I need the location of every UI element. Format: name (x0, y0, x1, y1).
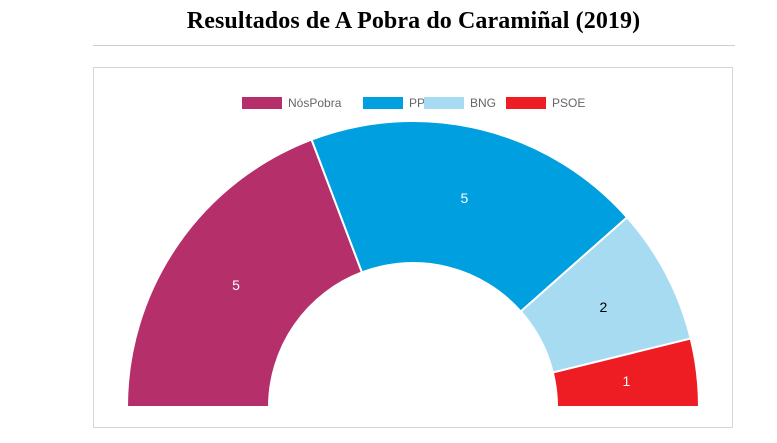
legend-swatch-pp (363, 97, 403, 109)
data-label-nospobra: 5 (232, 277, 240, 293)
title-divider (93, 45, 735, 46)
data-label-pp: 5 (461, 190, 469, 206)
legend-swatch-nospobra (242, 97, 282, 109)
legend-label-nospobra: NósPobra (288, 96, 342, 110)
legend-item-bng[interactable]: BNG (424, 96, 496, 110)
legend-label-bng: BNG (470, 96, 496, 110)
chart-legend: NósPobra PP BNG PSOE (242, 96, 585, 110)
legend-item-nospobra[interactable]: NósPobra (242, 96, 342, 110)
legend-item-pp[interactable]: PP (363, 96, 425, 110)
legend-item-psoe[interactable]: PSOE (506, 96, 585, 110)
legend-swatch-psoe (506, 97, 546, 109)
chart-slices (126, 120, 700, 408)
slice-nospobra[interactable] (126, 138, 363, 408)
chart-data-labels: 5 5 2 1 (232, 190, 630, 389)
legend-swatch-bng (424, 97, 464, 109)
page-title: Resultados de A Pobra do Caramiñal (2019… (186, 8, 641, 34)
data-label-psoe: 1 (623, 373, 631, 389)
data-label-bng: 2 (599, 299, 607, 315)
legend-label-pp: PP (409, 96, 425, 110)
slice-pp[interactable] (310, 120, 629, 313)
slice-psoe[interactable] (551, 337, 700, 408)
legend-label-psoe: PSOE (552, 96, 585, 110)
